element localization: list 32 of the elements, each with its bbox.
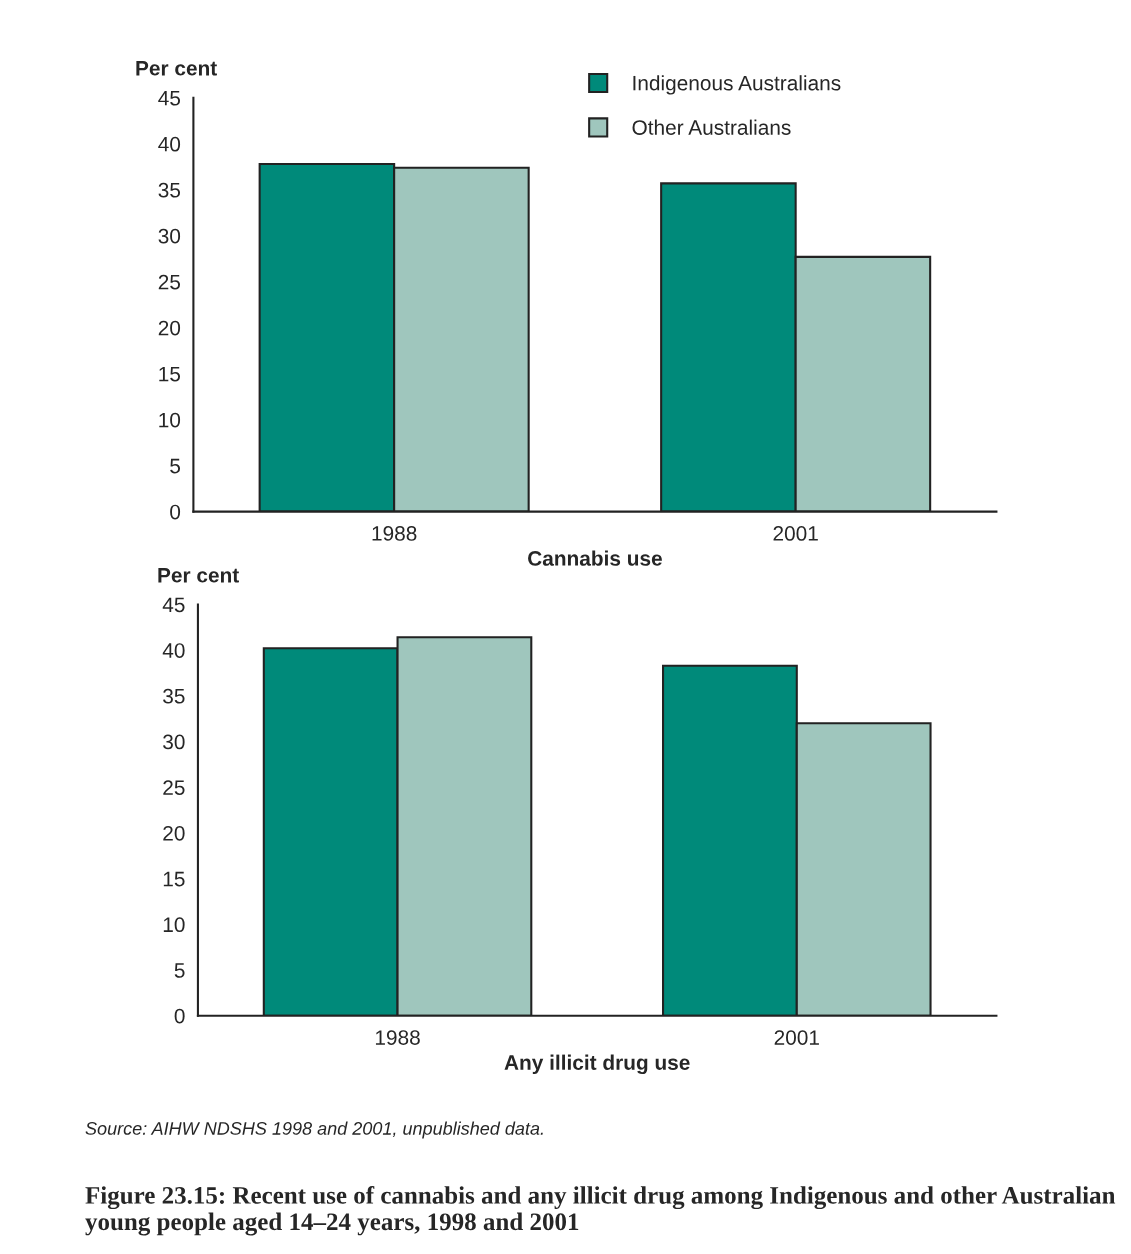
y-tick-label: 0 xyxy=(174,1008,185,1024)
y-tick-label: 10 xyxy=(163,917,185,933)
y-tick-label: 40 xyxy=(162,643,185,658)
y-tick-label: 0 xyxy=(170,504,181,520)
legend-label: Indigenous Australians xyxy=(633,75,841,95)
source-note: Source: AIHW NDSHS 1998 and 2001, unpublished data. xyxy=(85,1121,543,1139)
y-tick-label: 5 xyxy=(174,963,185,978)
y-tick-label: 40 xyxy=(158,136,181,152)
legend-label: Other Australians xyxy=(632,119,791,135)
y-tick-label: 20 xyxy=(158,320,181,336)
y-tick-label: 15 xyxy=(163,871,185,887)
y-tick-label: 30 xyxy=(158,228,181,244)
y-tick-label: 30 xyxy=(163,734,185,750)
y-axis-title: Per cent xyxy=(158,568,239,583)
x-axis-title: Cannabis use xyxy=(528,550,662,566)
y-tick-label: 35 xyxy=(163,688,185,704)
y-tick-label: 10 xyxy=(159,412,181,428)
x-tick-label: 1988 xyxy=(372,526,417,541)
y-tick-label: 5 xyxy=(170,458,181,474)
y-tick-label: 25 xyxy=(158,274,181,290)
caption: Figure 23.15: Recent use of cannabis and any illicit drug among Indigenous and other Australian young people aged 14–24 years, 1998 and 2001 xyxy=(85,1186,1116,1236)
y-tick-label: 35 xyxy=(158,182,181,198)
y-tick-label: 15 xyxy=(159,366,181,382)
x-tick-label: 1988 xyxy=(375,1030,420,1045)
x-tick-label: 2001 xyxy=(774,1030,819,1045)
y-axis-title: Per cent xyxy=(136,61,217,76)
y-tick-label: 45 xyxy=(162,597,185,613)
y-tick-label: 20 xyxy=(163,825,185,841)
x-tick-label: 2001 xyxy=(773,526,818,541)
x-axis-title: Any illicit drug use xyxy=(504,1054,690,1075)
y-tick-label: 25 xyxy=(163,780,185,795)
y-tick-label: 45 xyxy=(158,91,181,106)
